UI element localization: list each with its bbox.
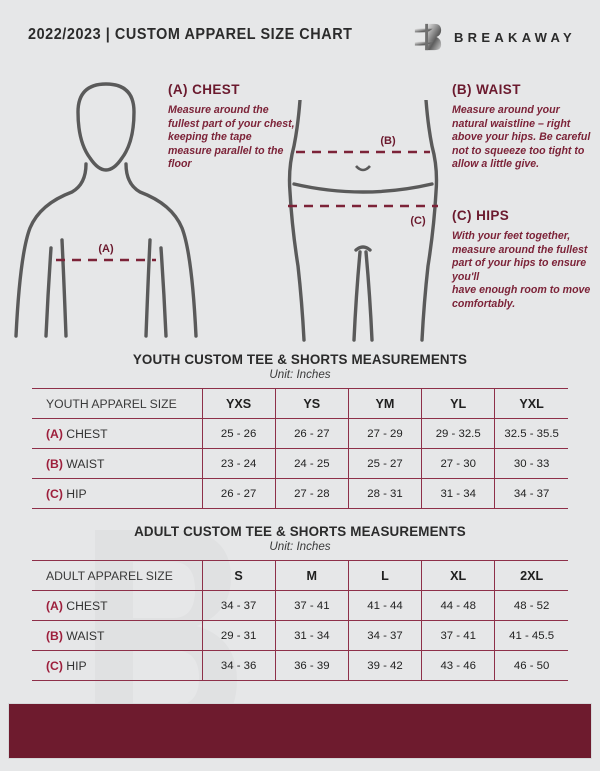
measurement-label-cell: (A) CHEST bbox=[32, 590, 203, 621]
svg-text:(A): (A) bbox=[98, 243, 114, 255]
size-header-cell: YXS bbox=[202, 388, 276, 419]
measurement-value-cell: 48 - 52 bbox=[494, 590, 568, 621]
measurement-value-cell: 34 - 37 bbox=[348, 620, 423, 651]
measurement-value-cell: 32.5 - 35.5 bbox=[494, 418, 568, 449]
measurement-value-cell: 44 - 48 bbox=[421, 590, 496, 621]
size-header-cell: L bbox=[348, 560, 423, 591]
measurement-value-cell: 41 - 45.5 bbox=[494, 620, 568, 651]
adult-table-body: (A) CHEST 34 - 37 37 - 41 41 - 44 44 - 48 48 … bbox=[32, 590, 568, 681]
measurement-value-cell: 23 - 24 bbox=[202, 448, 276, 479]
callout-waist: (B) WAIST Measure around your natural wa… bbox=[452, 82, 594, 172]
table-header-row: YOUTH APPAREL SIZE YXS YS YM YL YXL bbox=[32, 388, 568, 419]
youth-table-title: YOUTH CUSTOM TEE & SHORTS MEASUREMENTS bbox=[132, 352, 468, 367]
table-row: (B) WAIST 23 - 24 24 - 25 25 - 27 27 - 30 30 … bbox=[32, 448, 568, 479]
callout-chest-body: Measure around the fullest part of your … bbox=[168, 104, 295, 171]
measurement-value-cell: 29 - 31 bbox=[202, 620, 276, 651]
measurement-value-cell: 36 - 39 bbox=[275, 650, 349, 681]
size-column-header: ADULT APPAREL SIZE bbox=[32, 560, 203, 591]
callout-hips-heading: (C) HIPS bbox=[452, 208, 510, 223]
measurement-value-cell: 26 - 27 bbox=[275, 418, 349, 449]
measurement-label-cell: (B) WAIST bbox=[32, 620, 203, 651]
measurement-label-cell: (B) WAIST bbox=[32, 448, 203, 479]
measurement-label-cell: (C) HIP bbox=[32, 478, 203, 509]
svg-text:(C): (C) bbox=[410, 215, 426, 227]
size-header-cell: YM bbox=[348, 388, 423, 419]
measurement-value-cell: 27 - 29 bbox=[348, 418, 423, 449]
measurement-value-cell: 30 - 33 bbox=[494, 448, 568, 479]
measurement-value-cell: 34 - 37 bbox=[494, 478, 568, 509]
upper-body-outline-icon: (A) bbox=[14, 82, 198, 338]
measurement-value-cell: 24 - 25 bbox=[275, 448, 349, 479]
table-header-row: ADULT APPAREL SIZE S M L XL 2XL bbox=[32, 560, 568, 591]
measurement-value-cell: 41 - 44 bbox=[348, 590, 423, 621]
svg-text:(B): (B) bbox=[380, 135, 396, 147]
measurement-value-cell: 26 - 27 bbox=[202, 478, 276, 509]
youth-table-body: (A) CHEST 25 - 26 26 - 27 27 - 29 29 - 32.5 3… bbox=[32, 418, 568, 509]
adult-size-table-block: ADULT CUSTOM TEE & SHORTS MEASUREMENTS U… bbox=[32, 524, 568, 681]
measurement-value-cell: 27 - 28 bbox=[275, 478, 349, 509]
callout-waist-body: Measure around your natural waistline – … bbox=[452, 104, 591, 171]
measurement-diagrams: (A) (B) (C) (A) CHEST Measure around the… bbox=[0, 70, 600, 348]
size-header-cell: 2XL bbox=[494, 560, 568, 591]
measurement-value-cell: 27 - 30 bbox=[421, 448, 496, 479]
callout-waist-heading: (B) WAIST bbox=[452, 82, 521, 97]
breakaway-b-logo-icon bbox=[414, 23, 442, 51]
brand-name: BREAKAWAY bbox=[453, 29, 576, 45]
youth-size-table-block: YOUTH CUSTOM TEE & SHORTS MEASUREMENTS U… bbox=[32, 352, 568, 509]
page-title: 2022/2023 | CUSTOM APPAREL SIZE CHART bbox=[28, 26, 353, 43]
adult-size-table: ADULT APPAREL SIZE S M L XL 2XL (A) CHEST 34 -… bbox=[32, 560, 568, 681]
size-header-cell: M bbox=[275, 560, 349, 591]
measurement-tag: (C) bbox=[46, 658, 63, 673]
youth-size-table: YOUTH APPAREL SIZE YXS YS YM YL YXL (A) CHEST… bbox=[32, 388, 568, 509]
measurement-tag: (A) bbox=[46, 426, 63, 441]
measurement-value-cell: 43 - 46 bbox=[421, 650, 496, 681]
measurement-value-cell: 31 - 34 bbox=[421, 478, 496, 509]
measurement-value-cell: 37 - 41 bbox=[421, 620, 496, 651]
table-row: (A) CHEST 25 - 26 26 - 27 27 - 29 29 - 32.5 3… bbox=[32, 418, 568, 449]
measurement-tag: (B) bbox=[46, 456, 63, 471]
size-header-cell: XL bbox=[421, 560, 496, 591]
measurement-value-cell: 28 - 31 bbox=[348, 478, 423, 509]
size-header-cell: YL bbox=[421, 388, 496, 419]
brand-lockup: BREAKAWAY bbox=[412, 22, 576, 52]
measurement-value-cell: 25 - 26 bbox=[202, 418, 276, 449]
size-header-cell: YXL bbox=[494, 388, 568, 419]
footer-bar bbox=[8, 703, 592, 759]
size-column-header: YOUTH APPAREL SIZE bbox=[32, 388, 203, 419]
measurement-value-cell: 29 - 32.5 bbox=[421, 418, 496, 449]
measurement-value-cell: 25 - 27 bbox=[348, 448, 423, 479]
measurement-value-cell: 34 - 36 bbox=[202, 650, 276, 681]
size-header-cell: S bbox=[202, 560, 276, 591]
measurement-value-cell: 37 - 41 bbox=[275, 590, 349, 621]
measurement-label-cell: (A) CHEST bbox=[32, 418, 203, 449]
measurement-value-cell: 46 - 50 bbox=[494, 650, 568, 681]
callout-chest-heading: (A) CHEST bbox=[168, 82, 240, 97]
measurement-tag: (C) bbox=[46, 486, 63, 501]
measurement-value-cell: 39 - 42 bbox=[348, 650, 423, 681]
measurement-value-cell: 31 - 34 bbox=[275, 620, 349, 651]
lower-body-outline-icon: (B) (C) bbox=[287, 100, 439, 342]
measurement-tag: (A) bbox=[46, 598, 63, 613]
table-row: (B) WAIST 29 - 31 31 - 34 34 - 37 37 - 41 41 … bbox=[32, 620, 568, 651]
adult-table-title: ADULT CUSTOM TEE & SHORTS MEASUREMENTS bbox=[134, 524, 466, 539]
callout-hips: (C) HIPS With your feet together, measur… bbox=[452, 208, 598, 312]
callout-chest: (A) CHEST Measure around the fullest par… bbox=[168, 82, 298, 172]
table-row: (C) HIP 26 - 27 27 - 28 28 - 31 31 - 34 34 - … bbox=[32, 478, 568, 509]
size-header-cell: YS bbox=[275, 388, 349, 419]
measurement-label-cell: (C) HIP bbox=[32, 650, 203, 681]
youth-table-unit: Unit: Inches bbox=[269, 368, 331, 381]
table-row: (A) CHEST 34 - 37 37 - 41 41 - 44 44 - 48 48 … bbox=[32, 590, 568, 621]
page-header: 2022/2023 | CUSTOM APPAREL SIZE CHART BR… bbox=[0, 0, 600, 70]
measurement-value-cell: 34 - 37 bbox=[202, 590, 276, 621]
adult-table-unit: Unit: Inches bbox=[269, 540, 331, 553]
measurement-tag: (B) bbox=[46, 628, 63, 643]
table-row: (C) HIP 34 - 36 36 - 39 39 - 42 43 - 46 46 - … bbox=[32, 650, 568, 681]
callout-hips-body: With your feet together, measure around … bbox=[452, 230, 591, 310]
